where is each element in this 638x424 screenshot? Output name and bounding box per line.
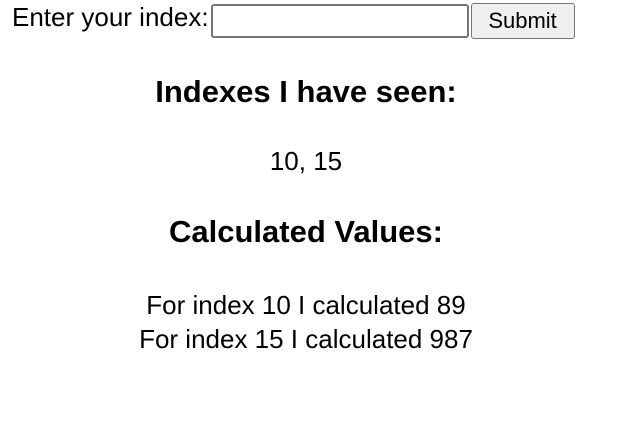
index-input[interactable] — [210, 4, 469, 38]
indexes-seen-values: 10, 15 — [269, 146, 343, 176]
index-form: Enter your index: Submit — [12, 0, 575, 40]
calculated-values-list: For index 10 I calculated 89 For index 1… — [0, 288, 612, 356]
indexes-seen-heading: Indexes I have seen: — [155, 74, 457, 109]
calculated-value-item: For index 10 I calculated 89 — [146, 290, 466, 320]
submit-button[interactable]: Submit — [470, 3, 575, 39]
calculated-values-heading: Calculated Values: — [169, 214, 443, 249]
calculated-value-item: For index 15 I calculated 987 — [139, 324, 473, 354]
index-label: Enter your index: — [12, 2, 209, 32]
